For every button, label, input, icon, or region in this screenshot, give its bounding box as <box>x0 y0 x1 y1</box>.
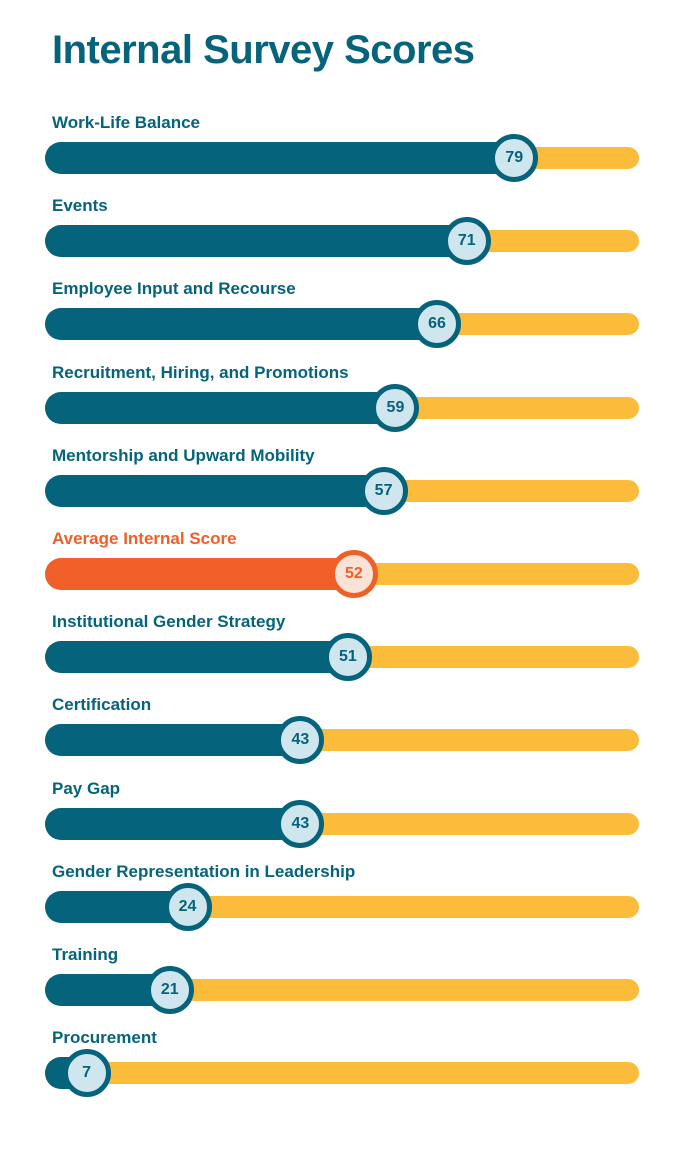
value-label: 7 <box>62 1049 111 1098</box>
bar-fill <box>45 308 438 341</box>
category-label: Work-Life Balance <box>52 113 201 132</box>
bar-row: Work-Life Balance 79 <box>0 113 700 196</box>
value-label: 59 <box>371 383 420 432</box>
category-label: Employee Input and Recourse <box>52 279 296 299</box>
category-label: Events <box>52 196 108 216</box>
bar-row: Events 71 <box>0 196 700 279</box>
category-label: Procurement <box>52 1028 157 1048</box>
bar-track <box>45 1062 639 1085</box>
bar-row: Mentorship and Upward Mobility 57 <box>0 446 700 529</box>
value-label: 43 <box>276 799 325 848</box>
bar-fill <box>45 391 396 424</box>
bar-fill <box>45 641 348 674</box>
bar-row: Pay Gap 43 <box>0 779 700 862</box>
value-label: 52 <box>329 550 378 598</box>
bar-row: Training 21 <box>0 945 700 1028</box>
value-label: 71 <box>442 217 491 266</box>
bar-row: Gender Representation in Leadership 24 <box>0 862 700 945</box>
value-label: 66 <box>413 300 462 349</box>
bar-fill <box>45 558 354 590</box>
bar-fill <box>45 807 301 840</box>
category-label: Gender Representation in Leadership <box>52 861 356 881</box>
chart-title: Internal Survey Scores <box>52 28 475 72</box>
value-label: 51 <box>323 633 372 682</box>
value-label: 24 <box>163 882 212 931</box>
bar-row: Average Internal Score 52 <box>0 529 700 612</box>
value-label: 21 <box>145 966 194 1014</box>
bar-row: Employee Input and Recourse 66 <box>0 279 700 362</box>
category-label: Mentorship and Upward Mobility <box>52 445 315 465</box>
bar-fill <box>45 142 515 174</box>
bar-row: Institutional Gender Strategy 51 <box>0 612 700 695</box>
category-label: Average Internal Score <box>52 529 237 548</box>
bar-row: Recruitment, Hiring, and Promotions 59 <box>0 363 700 446</box>
value-label: 43 <box>276 716 325 765</box>
category-label: Pay Gap <box>52 778 121 798</box>
bar-fill <box>45 724 301 757</box>
bar-fill <box>45 225 467 258</box>
bar-fill <box>45 474 384 507</box>
bar-row: Certification 43 <box>0 695 700 778</box>
value-label: 79 <box>490 134 539 182</box>
category-label: Institutional Gender Strategy <box>52 612 286 632</box>
category-label: Recruitment, Hiring, and Promotions <box>52 362 349 382</box>
category-label: Training <box>52 945 119 964</box>
category-label: Certification <box>52 695 152 715</box>
value-label: 57 <box>359 466 408 515</box>
bar-row: Procurement 7 <box>0 1028 700 1111</box>
